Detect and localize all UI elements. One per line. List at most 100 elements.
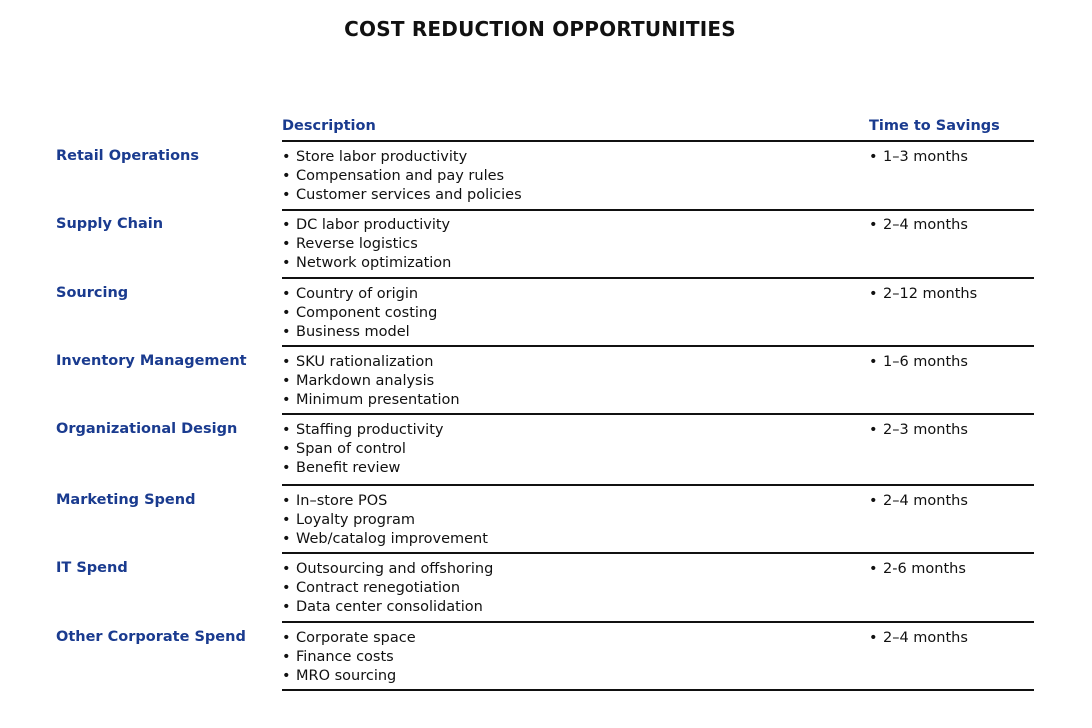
row-divider (282, 552, 1034, 554)
description-column-header: Description (282, 118, 376, 134)
description-item: • Business model (282, 323, 437, 342)
description-text: Loyalty program (296, 512, 415, 528)
description-list: • SKU rationalization • Markdown analysis • M… (282, 353, 460, 410)
bullet-icon: • (282, 168, 291, 184)
description-text: In–store POS (296, 493, 388, 509)
description-list: • Staffing productivity • Span of control • B… (282, 421, 443, 478)
bullet-icon: • (282, 149, 291, 165)
category-label: Inventory Management (56, 353, 247, 369)
description-text: Staffing productivity (296, 422, 444, 438)
bullet-icon: • (869, 493, 878, 509)
description-item: • Outsourcing and offshoring (282, 560, 493, 579)
time-to-savings: • 2–12 months (869, 285, 977, 304)
bullet-icon: • (282, 286, 291, 302)
description-list: • Store labor productivity • Compensation a… (282, 148, 522, 205)
bullet-icon: • (869, 149, 878, 165)
description-item: • Component costing (282, 304, 437, 323)
bullet-icon: • (282, 512, 291, 528)
description-item: • Span of control (282, 440, 443, 459)
description-item: • DC labor productivity (282, 216, 451, 235)
category-label: Other Corporate Spend (56, 629, 246, 645)
bullet-icon: • (282, 668, 291, 684)
bullet-icon: • (282, 324, 291, 340)
description-list: • Outsourcing and offshoring • Contract ren… (282, 560, 493, 617)
description-item: • Data center consolidation (282, 598, 493, 617)
description-text: Markdown analysis (296, 373, 435, 389)
description-text: Corporate space (296, 630, 416, 646)
description-item: • Loyalty program (282, 511, 488, 530)
description-item: • Store labor productivity (282, 148, 522, 167)
description-item: • Customer services and policies (282, 186, 522, 205)
bullet-icon: • (869, 561, 878, 577)
description-item: • Markdown analysis (282, 372, 460, 391)
bullet-icon: • (282, 493, 291, 509)
header-rule (282, 140, 1034, 142)
bullet-icon: • (282, 630, 291, 646)
row-divider (282, 277, 1034, 279)
description-text: Data center consolidation (296, 599, 483, 615)
description-item: • Staffing productivity (282, 421, 443, 440)
row-divider (282, 413, 1034, 415)
bullet-icon: • (869, 217, 878, 233)
description-text: Benefit review (296, 460, 401, 476)
bullet-icon: • (282, 217, 291, 233)
description-item: • Country of origin (282, 285, 437, 304)
description-item: • SKU rationalization (282, 353, 460, 372)
time-to-savings: • 2-6 months (869, 560, 966, 579)
time-to-savings: • 2–4 months (869, 216, 968, 235)
category-label: IT Spend (56, 560, 128, 576)
bullet-icon: • (869, 354, 878, 370)
description-item: • Web/catalog improvement (282, 530, 488, 549)
category-label: Supply Chain (56, 216, 164, 232)
description-text: Reverse logistics (296, 236, 418, 252)
bullet-icon: • (282, 255, 291, 271)
row-divider (282, 484, 1034, 486)
time-to-savings-text: 2–4 months (883, 217, 968, 233)
category-label: Sourcing (56, 285, 129, 301)
bullet-icon: • (282, 531, 291, 547)
description-item: • Finance costs (282, 648, 416, 667)
bullet-icon: • (282, 305, 291, 321)
description-text: Finance costs (296, 649, 394, 665)
description-text: Country of origin (296, 286, 419, 302)
category-label: Retail Operations (56, 148, 199, 164)
row-divider (282, 689, 1034, 691)
description-text: Minimum presentation (296, 392, 460, 408)
bullet-icon: • (282, 373, 291, 389)
description-list: • Country of origin • Component costing • Bus… (282, 285, 437, 342)
description-item: • Contract renegotiation (282, 579, 493, 598)
time-to-savings: • 2–4 months (869, 492, 968, 511)
description-list: • DC labor productivity • Reverse logistics… (282, 216, 451, 273)
description-text: MRO sourcing (296, 668, 397, 684)
bullet-icon: • (282, 392, 291, 408)
bullet-icon: • (282, 236, 291, 252)
time-to-savings-text: 2–3 months (883, 422, 968, 438)
description-text: Outsourcing and offshoring (296, 561, 494, 577)
category-label: Organizational Design (56, 421, 238, 437)
description-text: Compensation and pay rules (296, 168, 505, 184)
description-text: SKU rationalization (296, 354, 434, 370)
time-to-savings-text: 1–6 months (883, 354, 968, 370)
description-text: Contract renegotiation (296, 580, 461, 596)
description-text: Component costing (296, 305, 438, 321)
description-list: • In–store POS • Loyalty program • Web/catalo… (282, 492, 488, 549)
time-to-savings: • 2–3 months (869, 421, 968, 440)
description-text: Customer services and policies (296, 187, 522, 203)
bullet-icon: • (282, 649, 291, 665)
description-item: • Minimum presentation (282, 391, 460, 410)
description-text: Business model (296, 324, 410, 340)
description-text: Web/catalog improvement (296, 531, 488, 547)
bullet-icon: • (869, 286, 878, 302)
time-to-savings: • 1–3 months (869, 148, 968, 167)
bullet-icon: • (282, 561, 291, 577)
time-to-savings-text: 2-6 months (883, 561, 966, 577)
time-to-savings-text: 2–12 months (883, 286, 978, 302)
page-title: COST REDUCTION OPPORTUNITIES (344, 17, 736, 41)
description-text: Store labor productivity (296, 149, 468, 165)
description-item: • Reverse logistics (282, 235, 451, 254)
row-divider (282, 209, 1034, 211)
bullet-icon: • (869, 422, 878, 438)
description-text: DC labor productivity (296, 217, 451, 233)
category-label: Marketing Spend (56, 492, 196, 508)
bullet-icon: • (869, 630, 878, 646)
